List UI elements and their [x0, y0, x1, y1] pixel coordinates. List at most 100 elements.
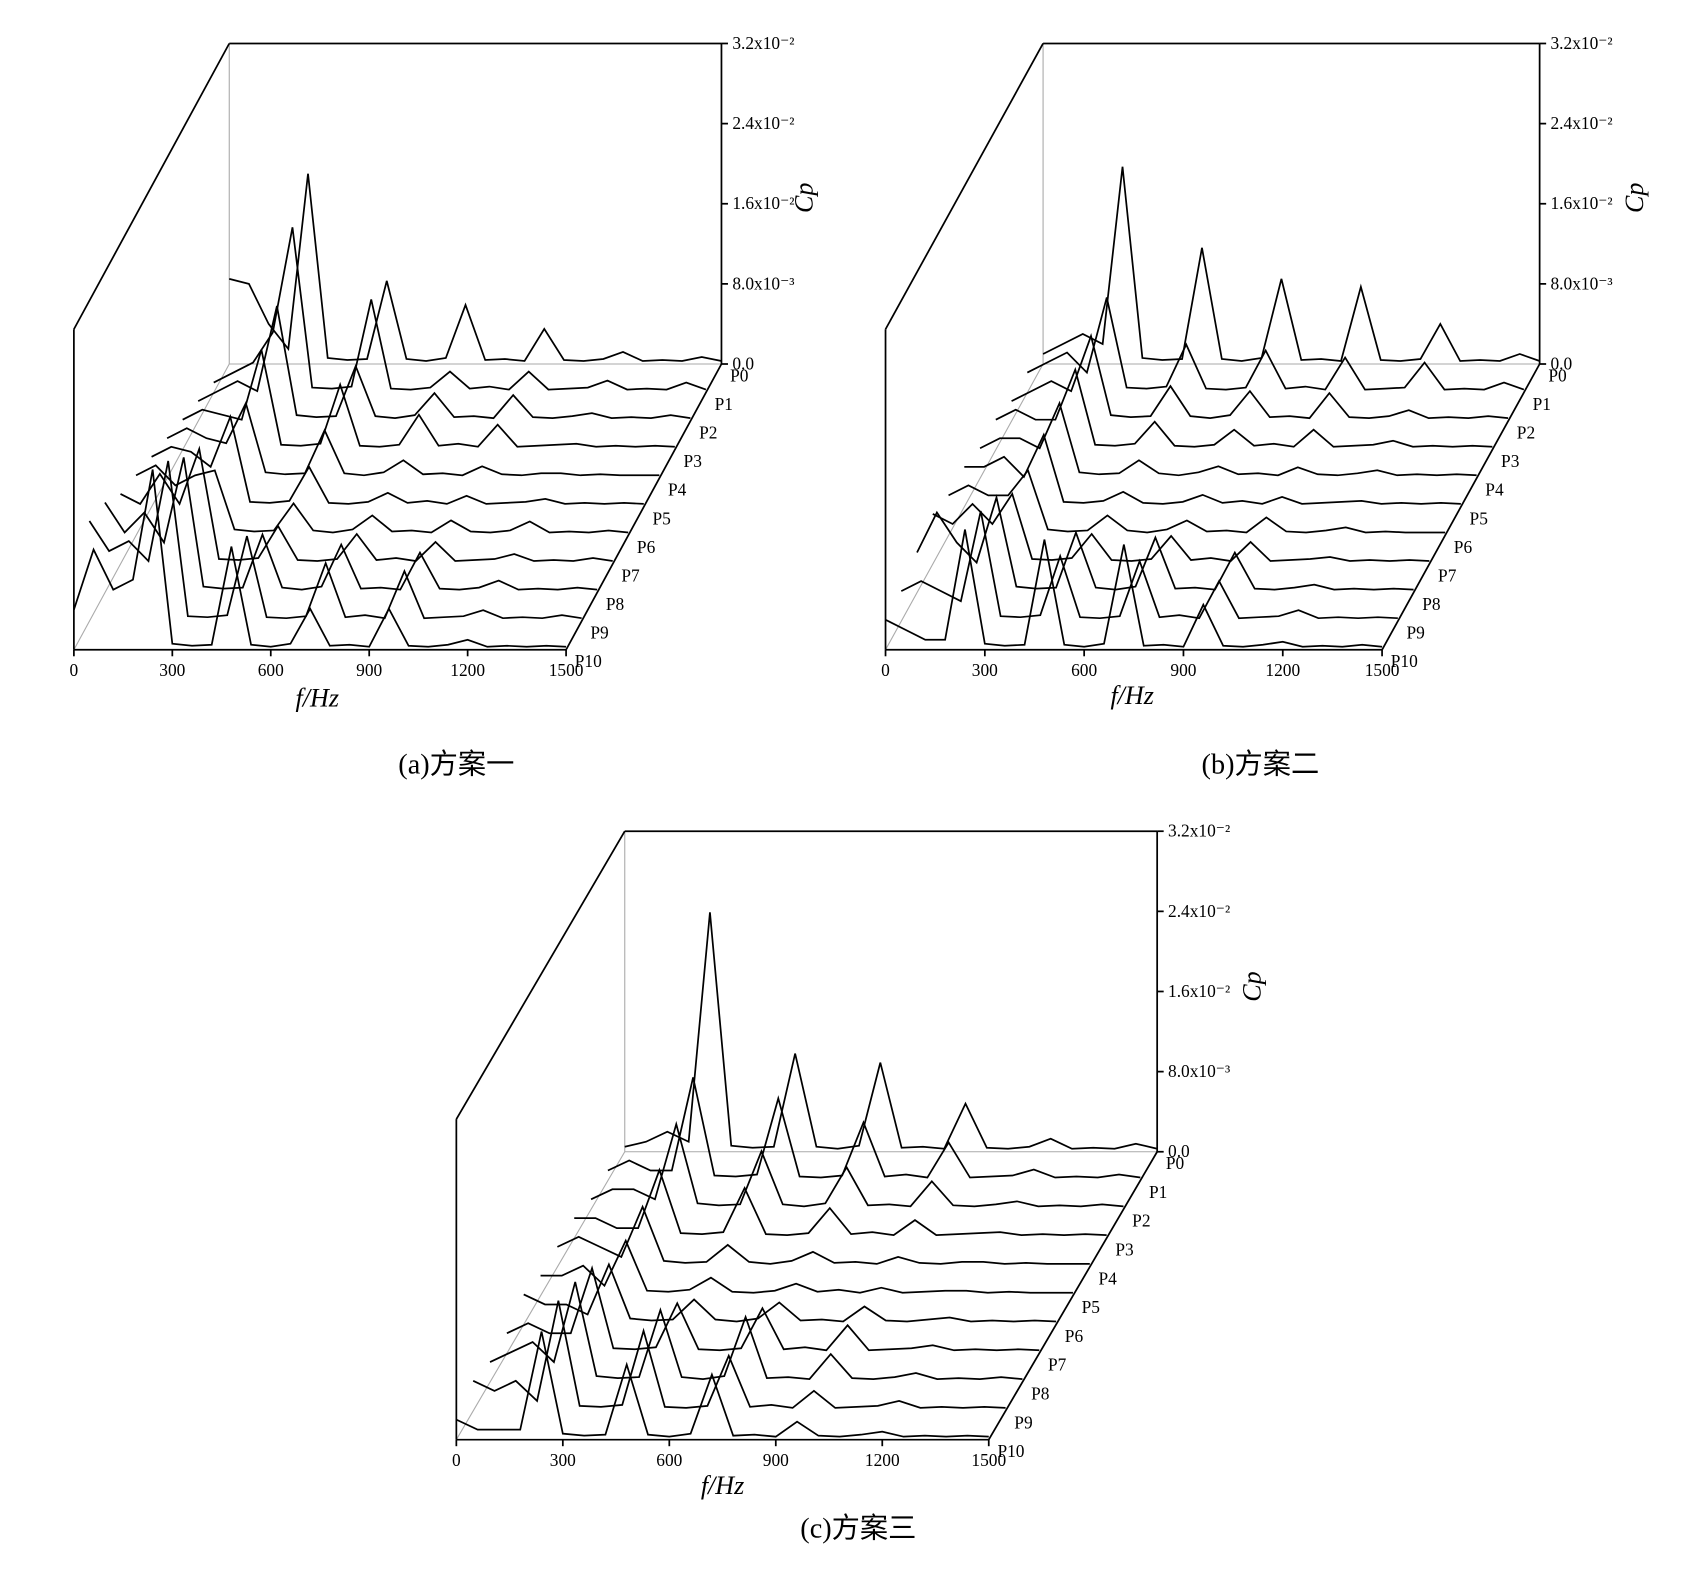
series-label: P3 — [684, 452, 703, 471]
x-axis-title: f/Hz — [1110, 681, 1153, 710]
spectrum-line — [229, 173, 722, 362]
series-label: P8 — [1422, 595, 1441, 614]
series-label: P9 — [1014, 1413, 1032, 1432]
spectrum-line — [489, 1281, 1023, 1380]
series-label: P0 — [1166, 1154, 1185, 1173]
caption: (c)方案三 — [800, 1512, 916, 1544]
y-tick-label: 0.0 — [1550, 354, 1572, 373]
series-label: P4 — [1098, 1269, 1117, 1288]
series-label: P8 — [606, 595, 625, 614]
spectrum-line — [624, 912, 1158, 1150]
depth-axis — [987, 1151, 1158, 1441]
spectrum-line — [885, 529, 1383, 648]
depth-axis — [565, 363, 723, 651]
spectrum-line — [1042, 166, 1540, 362]
series-label: P5 — [652, 509, 671, 528]
spectrum-line — [166, 400, 660, 477]
x-tick-label: 900 — [763, 1451, 789, 1470]
series-label: P8 — [1031, 1384, 1050, 1403]
spectrum-line — [1026, 297, 1525, 391]
spectrum-line — [523, 1262, 1057, 1323]
series-label: P6 — [637, 538, 656, 557]
series-label: P5 — [1470, 509, 1489, 528]
y-tick-label: 1.6x10⁻² — [1168, 982, 1230, 1001]
spectrum-line — [151, 413, 644, 505]
series-label: P6 — [1454, 538, 1473, 557]
series-label: P1 — [1533, 395, 1551, 414]
x-tick-label: 900 — [1170, 661, 1196, 680]
x-tick-label: 300 — [159, 661, 185, 680]
spectrum-line — [979, 400, 1477, 477]
x-tick-label: 600 — [258, 661, 284, 680]
spectrum-line — [995, 366, 1493, 448]
spectrum-line — [120, 445, 613, 562]
spectrum-line — [900, 510, 1398, 620]
y-tick-label: 0.0 — [1168, 1142, 1190, 1161]
series-label: P3 — [1115, 1241, 1134, 1260]
series-label: P10 — [575, 652, 602, 671]
series-label: P6 — [1065, 1327, 1084, 1346]
x-tick-label: 0 — [452, 1451, 461, 1470]
series-label: P1 — [1149, 1183, 1167, 1202]
floor-left-edge — [73, 363, 230, 651]
x-tick-label: 600 — [656, 1451, 682, 1470]
y-tick-label: 8.0x10⁻³ — [1550, 274, 1612, 293]
series-label: P9 — [590, 624, 608, 643]
x-tick-label: 900 — [356, 661, 382, 680]
series-label: P0 — [730, 366, 749, 385]
spectrum-line — [557, 1204, 1090, 1265]
y-tick-label: 2.4x10⁻² — [1550, 114, 1612, 133]
series-label: P2 — [699, 424, 717, 443]
spectrum-line — [182, 349, 675, 448]
series-label: P7 — [1438, 566, 1457, 585]
series-label: P1 — [715, 395, 733, 414]
x-axis-title: f/Hz — [296, 683, 339, 712]
series-label: P10 — [1391, 652, 1418, 671]
spectrum-line — [540, 1238, 1073, 1294]
spectrum-line — [1011, 333, 1509, 420]
spectrum-line — [590, 1120, 1124, 1208]
y-axis-title: Cp — [790, 183, 819, 213]
y-tick-label: 1.6x10⁻² — [1550, 194, 1612, 213]
series-label: P7 — [621, 566, 640, 585]
spectrum-line — [88, 460, 582, 620]
x-tick-label: 1200 — [865, 1451, 900, 1470]
x-tick-label: 300 — [972, 661, 998, 680]
series-label: P7 — [1048, 1356, 1067, 1375]
series-label: P5 — [1082, 1298, 1101, 1317]
series-label: P2 — [1517, 424, 1535, 443]
y-axis-title: Cp — [1237, 971, 1266, 1001]
series-label: P9 — [1407, 624, 1425, 643]
top-left-diagonal — [884, 43, 1044, 330]
y-tick-label: 3.2x10⁻² — [1550, 34, 1612, 53]
series-label: P0 — [1548, 366, 1567, 385]
spectrum-line — [73, 469, 567, 648]
spectrum-line — [932, 491, 1430, 562]
x-tick-label: 1500 — [1365, 661, 1400, 680]
y-axis-title: Cp — [1620, 183, 1649, 213]
caption: (b)方案二 — [1202, 749, 1320, 781]
series-label: P4 — [1485, 481, 1504, 500]
spectrum-line — [607, 1077, 1141, 1179]
spectrum-line — [964, 432, 1461, 505]
spectrum-line — [455, 1331, 989, 1438]
series-label: P3 — [1501, 452, 1520, 471]
spectrum-line — [916, 494, 1414, 591]
top-left-diagonal — [73, 43, 231, 330]
spectrum-line — [506, 1265, 1040, 1352]
x-tick-label: 0 — [70, 661, 79, 680]
floor-left-edge — [885, 363, 1044, 651]
series-label: P2 — [1132, 1212, 1150, 1231]
caption: (a)方案一 — [398, 749, 514, 781]
x-tick-label: 1500 — [549, 661, 584, 680]
y-tick-label: 2.4x10⁻² — [1168, 902, 1230, 921]
spectrum-line — [104, 457, 598, 591]
y-tick-label: 0.0 — [732, 354, 754, 373]
y-tick-label: 1.6x10⁻² — [732, 194, 794, 213]
x-tick-label: 600 — [1071, 661, 1097, 680]
x-tick-label: 0 — [881, 661, 890, 680]
spectrum-line — [472, 1300, 1006, 1409]
y-tick-label: 8.0x10⁻³ — [732, 274, 794, 293]
y-tick-label: 3.2x10⁻² — [1168, 822, 1230, 841]
